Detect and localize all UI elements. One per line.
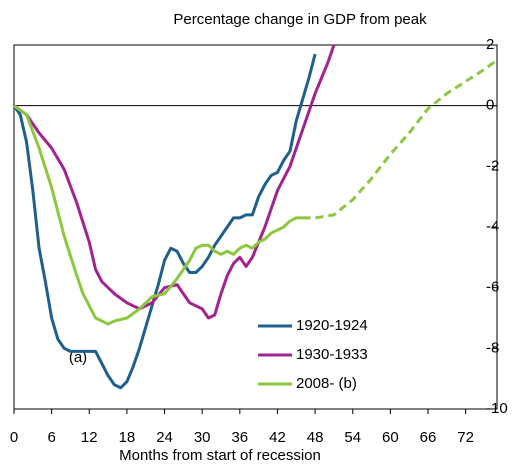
x-tick-label: 24 <box>156 429 173 446</box>
legend-label: 1930-1933 <box>296 346 368 363</box>
y-tick-label: -6 <box>486 279 499 296</box>
y-tick-label: -10 <box>486 400 508 417</box>
x-axis-label: Months from start of recession <box>119 447 321 464</box>
legend-label: 1920-1924 <box>296 317 368 334</box>
series-line <box>12 53 317 390</box>
y-tick-label: 2 <box>486 36 494 53</box>
y-tick-label: -8 <box>486 339 499 356</box>
legend-label: 2008- (b) <box>296 375 357 392</box>
x-tick-label: 72 <box>457 429 474 446</box>
annotation: (a) <box>69 349 87 366</box>
y-tick-label: 0 <box>486 97 494 114</box>
x-tick-label: 0 <box>10 429 18 446</box>
x-tick-label: 42 <box>269 429 286 446</box>
x-tick-label: 60 <box>382 429 399 446</box>
x-tick-label: 54 <box>344 429 361 446</box>
series-line <box>302 58 498 220</box>
series-line <box>13 44 336 320</box>
y-tick-label: -4 <box>486 218 499 235</box>
x-tick-label: 48 <box>307 429 324 446</box>
x-tick-label: 6 <box>47 429 55 446</box>
y-tick-label: -2 <box>486 157 499 174</box>
x-tick-label: 30 <box>194 429 211 446</box>
x-tick-label: 66 <box>420 429 437 446</box>
x-tick-label: 12 <box>81 429 98 446</box>
chart-title: Percentage change in GDP from peak <box>173 11 427 28</box>
series-line <box>13 104 303 326</box>
x-tick-label: 36 <box>231 429 248 446</box>
x-tick-label: 18 <box>119 429 136 446</box>
